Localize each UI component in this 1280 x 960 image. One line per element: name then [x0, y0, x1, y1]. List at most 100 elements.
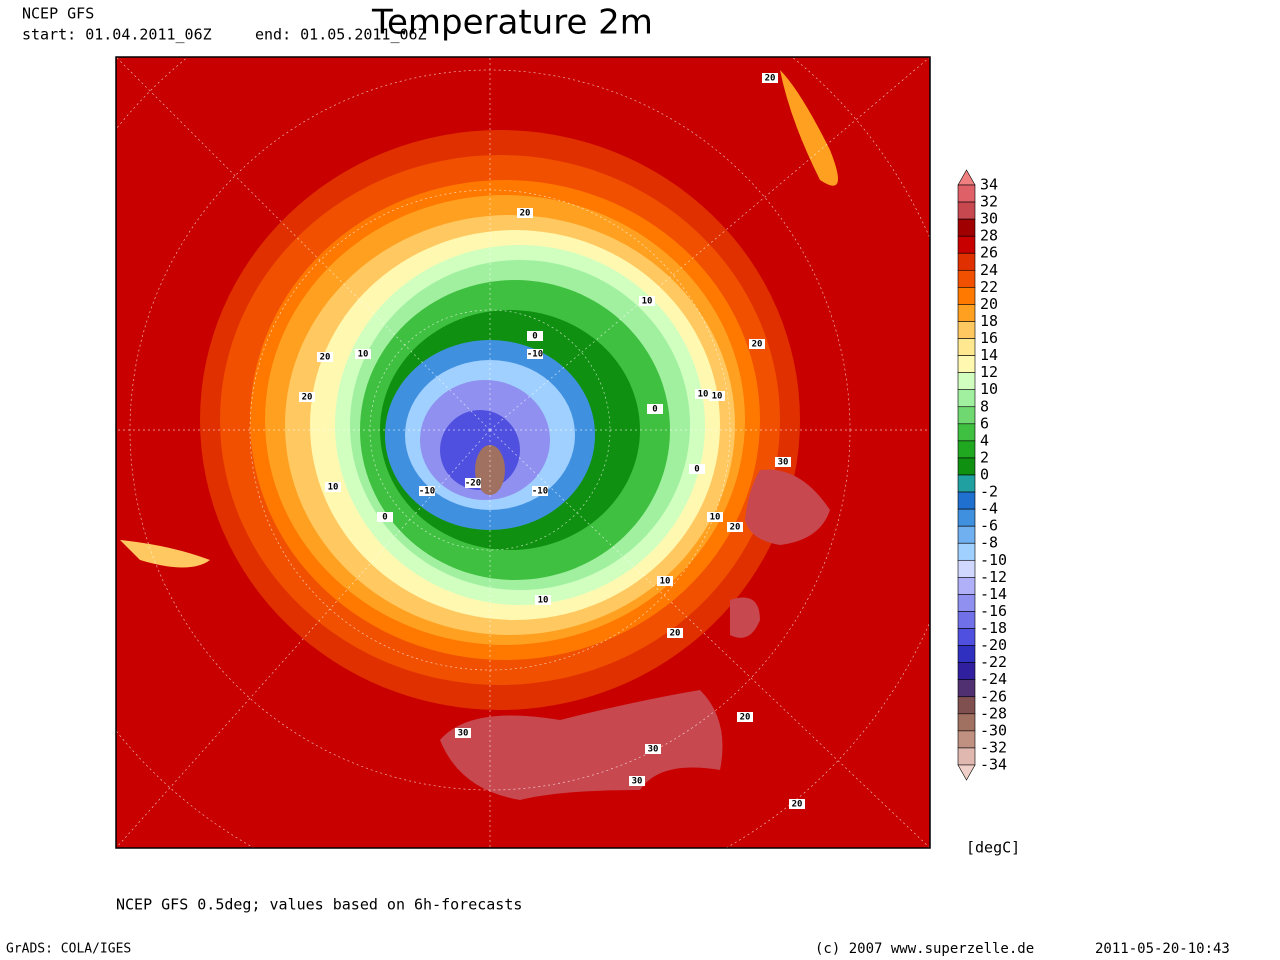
- graticule: [116, 57, 930, 848]
- contour-label-bg: [355, 349, 371, 359]
- contour-label: 0: [652, 405, 657, 415]
- colorbar-arrow-bottom: [957, 764, 976, 781]
- contour-label-bg: [377, 512, 393, 522]
- colorbar-swatch: [957, 457, 976, 476]
- contour-label: 10: [538, 596, 549, 606]
- colorbar-swatch: [957, 474, 976, 493]
- contour-label: 10: [328, 483, 339, 493]
- colorbar-label: 24: [980, 261, 998, 279]
- credit: GrADS: COLA/IGES: [6, 942, 131, 957]
- colorbar-swatch: [957, 389, 976, 408]
- colorbar-label: -12: [980, 568, 1007, 586]
- contour-label-bg: [639, 296, 655, 306]
- contour-label: 20: [792, 800, 803, 810]
- title: Temperature 2m: [371, 3, 653, 43]
- colorbar-swatch: [957, 287, 976, 305]
- contour-label: 20: [752, 340, 763, 350]
- contour-label-bg: [645, 744, 661, 754]
- colorbar-swatch: [957, 321, 976, 339]
- contour-label: 30: [458, 729, 469, 739]
- contour-label-bg: [325, 482, 341, 492]
- colorbar-swatch: [957, 372, 976, 391]
- contour-label-bg: [667, 628, 683, 638]
- colorbar-swatch: [957, 713, 976, 732]
- contour-label: 20: [765, 74, 776, 84]
- timestamp: 2011-05-20-10:43: [1095, 941, 1230, 957]
- colorbar: 3432302826242220181614121086420-2-4-6-8-…: [957, 169, 1007, 781]
- colorbar-swatch: [957, 542, 976, 561]
- colorbar-swatch: [957, 184, 976, 203]
- contour-label: 0: [532, 332, 537, 342]
- colorbar-label: 2: [980, 448, 989, 466]
- contour-label: 0: [382, 513, 387, 523]
- colorbar-swatch: [957, 252, 976, 271]
- colorbar-label: -32: [980, 738, 1007, 756]
- colorbar-label: 26: [980, 244, 998, 262]
- colorbar-swatch: [957, 645, 976, 663]
- hot-region: [745, 469, 830, 545]
- contour-label: 10: [698, 390, 709, 400]
- colorbar-label: -16: [980, 602, 1007, 620]
- contour-label-bg: [465, 478, 481, 488]
- contour-label: -10: [527, 350, 543, 360]
- contour-labels: 20 20 10 0 -10 20 10 20 10 0 0 -20 -10 -10 10 0 10 30 20 10…: [299, 73, 805, 810]
- colorbar-label: -22: [980, 653, 1007, 671]
- contour-label: -10: [532, 487, 548, 497]
- contour-label: 20: [302, 393, 313, 403]
- colorbar-swatch: [957, 508, 976, 527]
- colorbar-swatch: [957, 730, 976, 749]
- colorbar-label: 30: [980, 210, 998, 228]
- colorbar-swatch: [957, 611, 976, 629]
- contour-label-bg: [455, 728, 471, 738]
- colorbar-label: 0: [980, 466, 989, 484]
- contour-label: -10: [419, 487, 435, 497]
- colorbar-swatch: [957, 201, 976, 220]
- end-time: end: 01.05.2011_06Z: [255, 26, 427, 44]
- colorbar-swatch: [957, 662, 976, 681]
- colorbar-swatch: [957, 628, 976, 646]
- colorbar-label: 18: [980, 312, 998, 330]
- start-time: start: 01.04.2011_06Z: [22, 26, 212, 44]
- contour-label-bg: [532, 486, 548, 496]
- contour-label-bg: [647, 404, 663, 414]
- contour-label: 20: [320, 353, 331, 363]
- colorbar-label: -8: [980, 534, 998, 552]
- contour-label: 10: [358, 350, 369, 360]
- colorbar-swatch: [957, 559, 976, 578]
- contour-label-bg: [527, 349, 543, 359]
- contour-label-bg: [629, 776, 645, 786]
- colorbar-swatch: [957, 304, 976, 322]
- contour-label-bg: [709, 391, 725, 401]
- colorbar-label: -14: [980, 585, 1007, 603]
- contour-label-bg: [657, 576, 673, 586]
- mountain-region: [120, 540, 210, 568]
- colorbar-swatch: [957, 696, 976, 715]
- contour-label-bg: [517, 208, 533, 218]
- note: NCEP GFS 0.5deg; values based on 6h-fore…: [116, 896, 522, 914]
- contour-label-bg: [762, 73, 778, 83]
- colorbar-label: -24: [980, 670, 1007, 688]
- map-frame: [115, 56, 931, 849]
- unit: [degC]: [966, 839, 1020, 857]
- colorbar-label: 32: [980, 193, 998, 211]
- colorbar-arrow-top: [957, 169, 976, 186]
- contour-label: 30: [632, 777, 643, 787]
- map: 20 20 10 0 -10 20 10 20 10 0 0 -20 -10 -10 10 0 10 30 20 10…: [116, 57, 930, 848]
- contour-label-bg: [535, 595, 551, 605]
- colorbar-swatch: [957, 269, 976, 288]
- colorbar-label: -30: [980, 721, 1007, 739]
- contour-label-bg: [749, 339, 765, 349]
- colorbar-swatch: [957, 679, 976, 698]
- colorbar-label: -28: [980, 704, 1007, 722]
- colorbar-swatch: [957, 594, 976, 612]
- colorbar-label: 4: [980, 431, 989, 449]
- colorbar-label: -4: [980, 500, 998, 518]
- colorbar-swatch: [957, 235, 976, 254]
- colorbar-label: -34: [980, 756, 1007, 774]
- colorbar-label: 16: [980, 329, 998, 347]
- colorbar-label: 22: [980, 278, 998, 296]
- colorbar-swatch: [957, 406, 976, 425]
- colorbar-label: 20: [980, 295, 998, 313]
- hot-region: [440, 690, 723, 800]
